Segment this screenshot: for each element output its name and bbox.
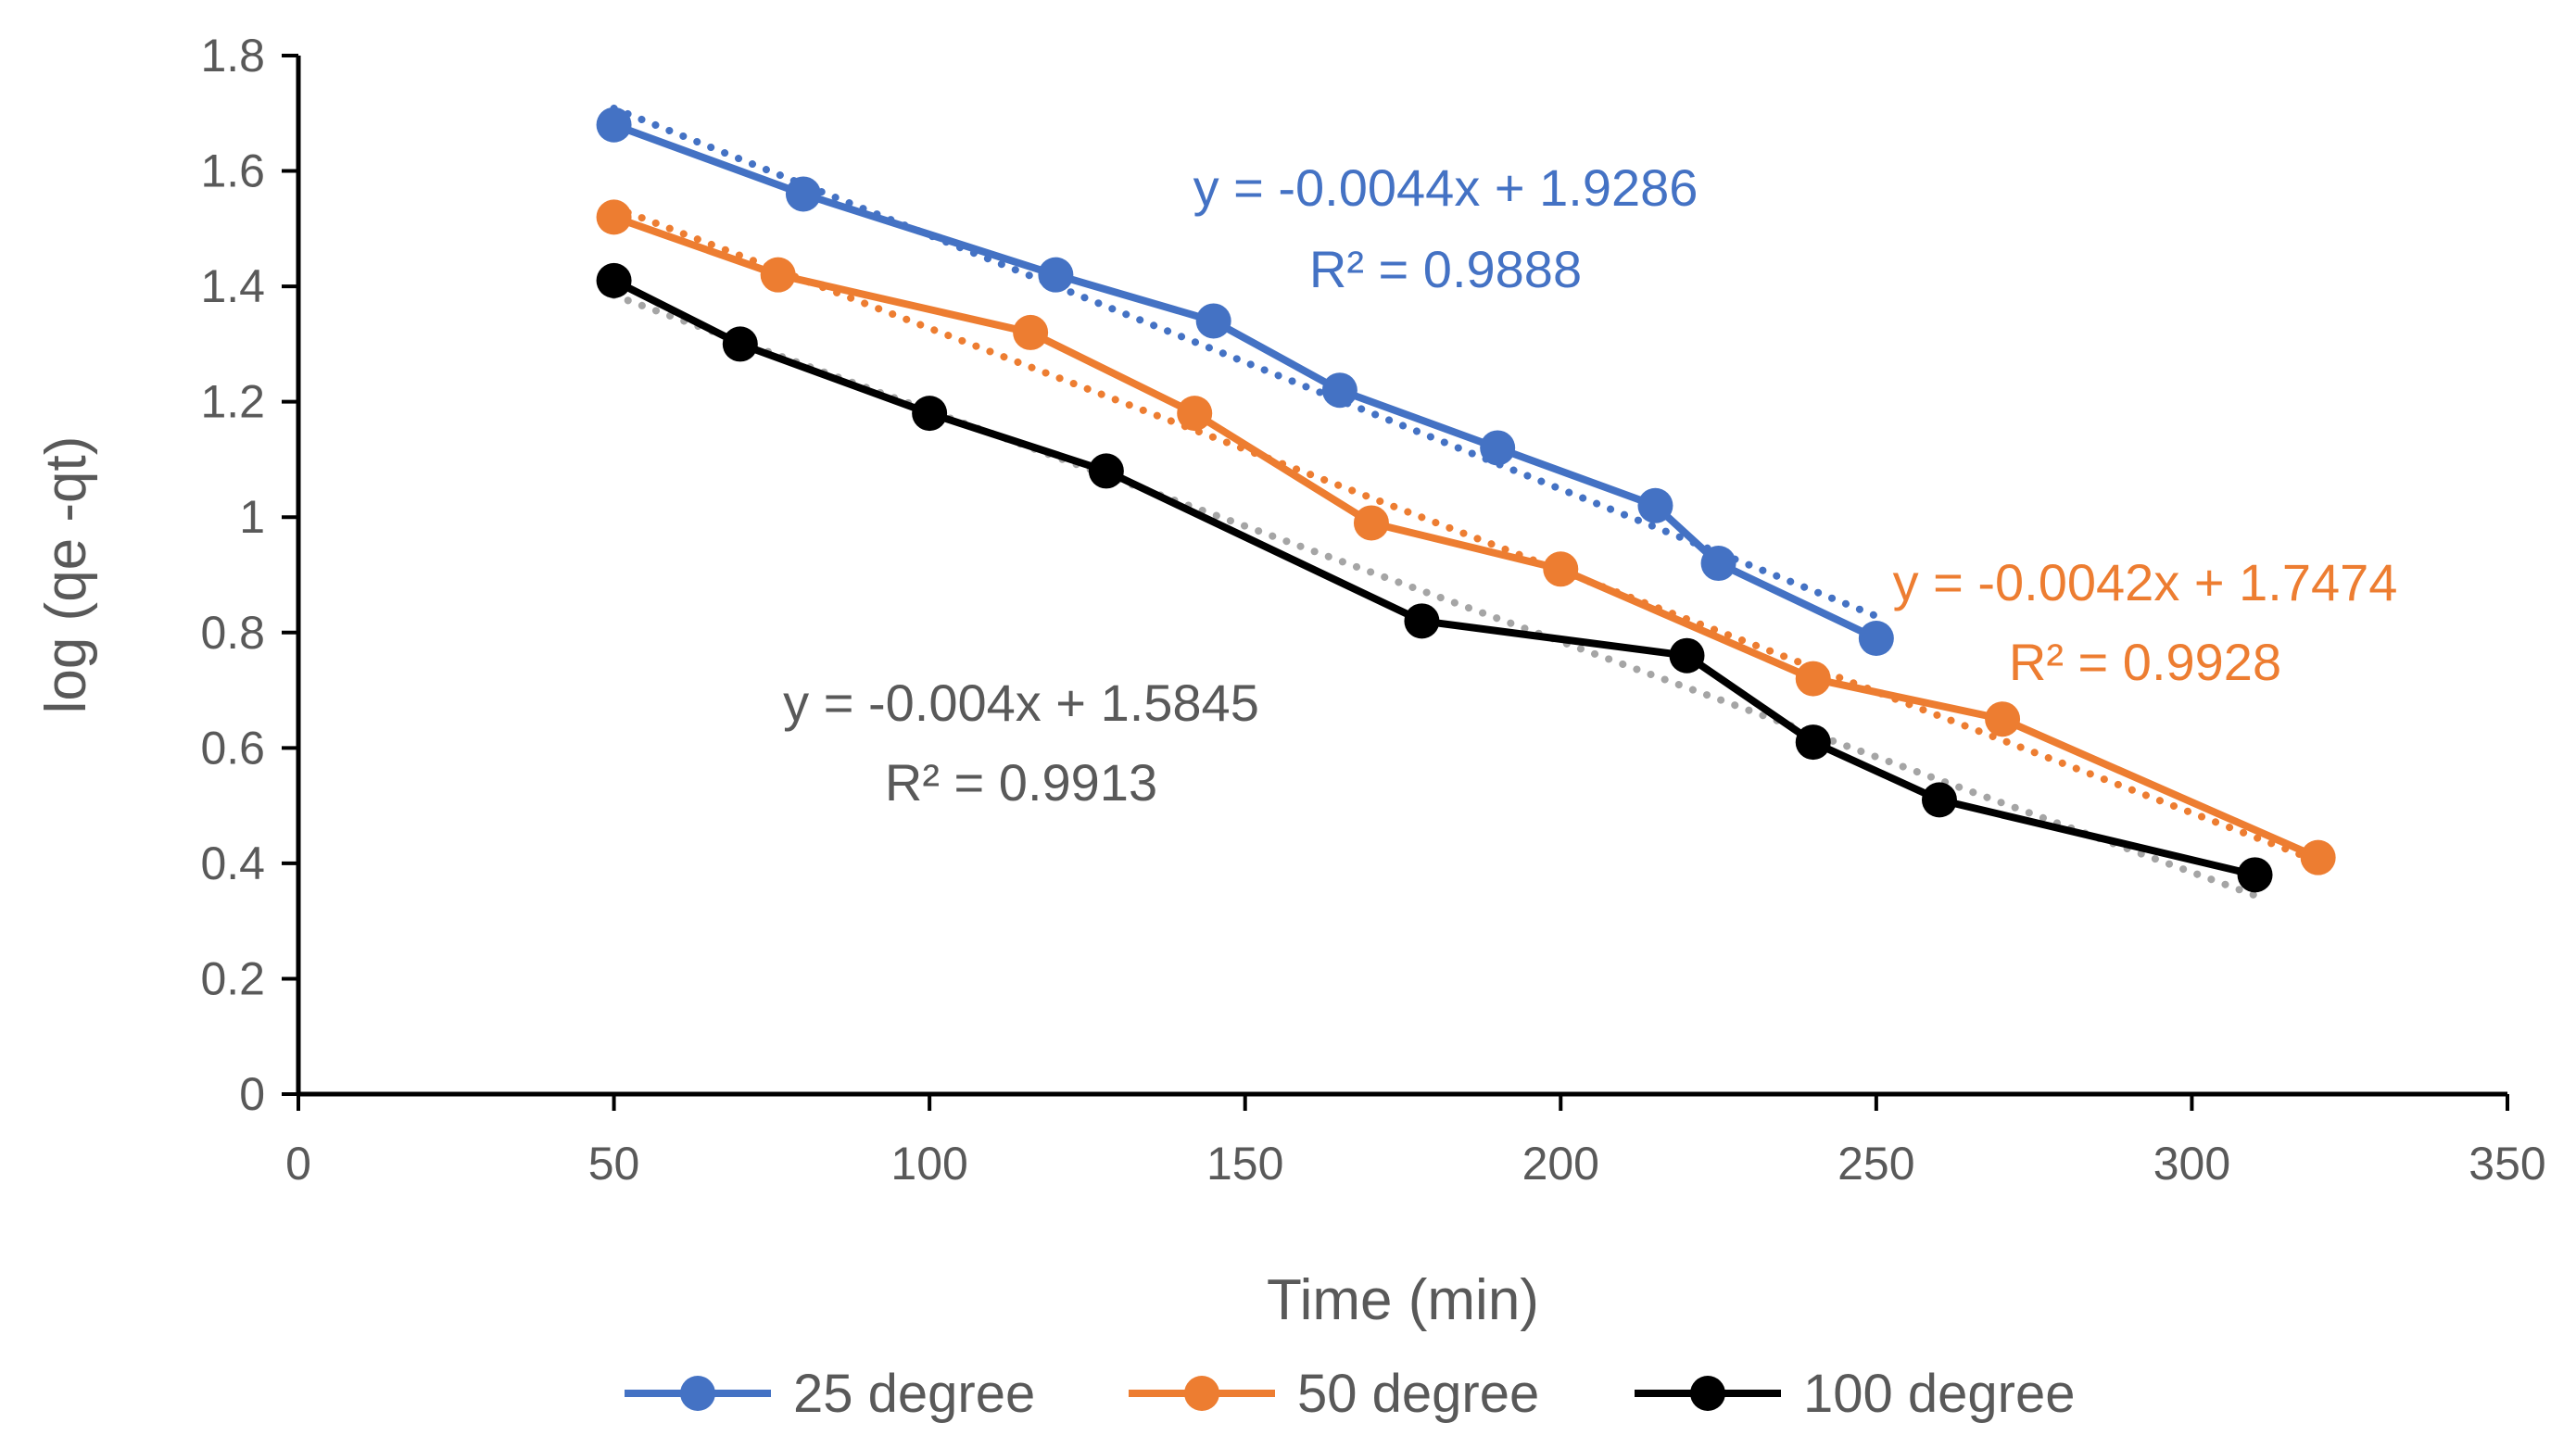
data-point [1637,487,1673,523]
data-point [1921,782,1957,818]
series-50-degree [596,199,2336,875]
equation-label-100-degree: y = -0.004x + 1.5845 [783,674,1259,732]
y-tick-label: 0.8 [200,607,265,659]
data-point [1985,701,2021,737]
y-tick-label: 1.6 [200,145,265,197]
data-point [1321,372,1357,409]
legend-label: 100 degree [1803,1364,2075,1424]
x-tick-label: 200 [1522,1138,1599,1190]
trendline-50-degree [610,203,2322,865]
legend-swatch-marker [1184,1376,1219,1411]
x-tick-label: 300 [2153,1138,2230,1190]
legend-swatch-marker [1690,1376,1725,1411]
legend-item-50-degree: 50 degree [1129,1364,1539,1424]
x-tick-label: 250 [1837,1138,1914,1190]
data-point [1669,637,1705,674]
data-point [2237,857,2273,893]
data-point [1013,314,1049,350]
data-point [1088,453,1124,489]
legend-item-25-degree: 25 degree [625,1364,1035,1424]
data-point [1795,724,1831,761]
data-point [1404,603,1440,639]
data-point [785,176,821,212]
data-point [596,107,632,143]
data-point [1795,661,1831,697]
data-point [1858,621,1894,657]
y-axis-title: log (qe -qt) [34,436,98,714]
y-tick-label: 1.4 [200,260,265,312]
y-tick-label: 0 [239,1068,265,1120]
data-point [1353,505,1389,541]
data-point [722,326,758,362]
r-squared-label-100-degree: R² = 0.9913 [885,753,1157,812]
y-tick-label: 0.4 [200,837,265,889]
trendline-equations: y = -0.0044x + 1.9286 R² = 0.9888 y = -0.0… [783,158,2397,812]
x-tick-label: 100 [890,1138,967,1190]
series-100-degree [596,262,2273,893]
y-axis-ticks: 0 0.2 0.4 0.6 0.8 1 1.2 1.4 1.6 1.8 [200,30,298,1120]
series-25-degree [596,107,1894,657]
data-point [1177,396,1213,432]
y-tick-label: 0.2 [200,952,265,1004]
data-point [1038,257,1074,293]
trendlines [610,104,2322,900]
data-point [596,262,632,298]
y-tick-label: 1.2 [200,376,265,428]
r-squared-label-50-degree: R² = 0.9928 [2009,633,2281,691]
x-tick-label: 350 [2469,1138,2545,1190]
legend-label: 50 degree [1297,1364,1539,1424]
x-tick-label: 150 [1206,1138,1283,1190]
data-point [1480,430,1516,466]
legend: 25 degree 50 degree 100 degree [625,1364,2075,1424]
r-squared-label-25-degree: R² = 0.9888 [1309,240,1582,298]
legend-item-100-degree: 100 degree [1635,1364,2075,1424]
x-axis-ticks: 0 50 100 150 200 250 300 350 [285,1094,2546,1190]
data-point [1543,551,1579,587]
y-tick-label: 1.8 [200,30,265,82]
equation-label-50-degree: y = -0.0042x + 1.7474 [1893,553,2398,611]
y-tick-label: 0.6 [200,722,265,774]
series-group [596,107,2336,893]
x-tick-label: 0 [285,1138,311,1190]
x-tick-label: 50 [588,1138,640,1190]
data-point [912,396,948,432]
y-tick-label: 1 [239,491,265,543]
data-point [2300,839,2336,875]
data-point [1195,303,1231,339]
equation-label-25-degree: y = -0.0044x + 1.9286 [1193,158,1698,217]
x-axis-title: Time (min) [1267,1268,1539,1332]
data-point [596,199,632,235]
data-point [760,257,796,293]
legend-swatch-marker [680,1376,715,1411]
data-point [1700,546,1736,582]
trendline-25-degree [610,104,1880,620]
legend-label: 25 degree [793,1364,1035,1424]
